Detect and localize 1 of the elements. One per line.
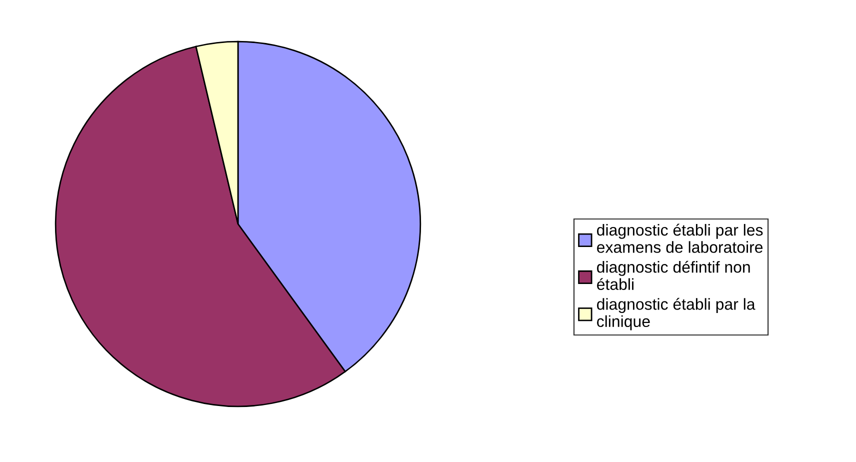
legend-label: diagnostic établi par la clinique <box>597 298 756 330</box>
